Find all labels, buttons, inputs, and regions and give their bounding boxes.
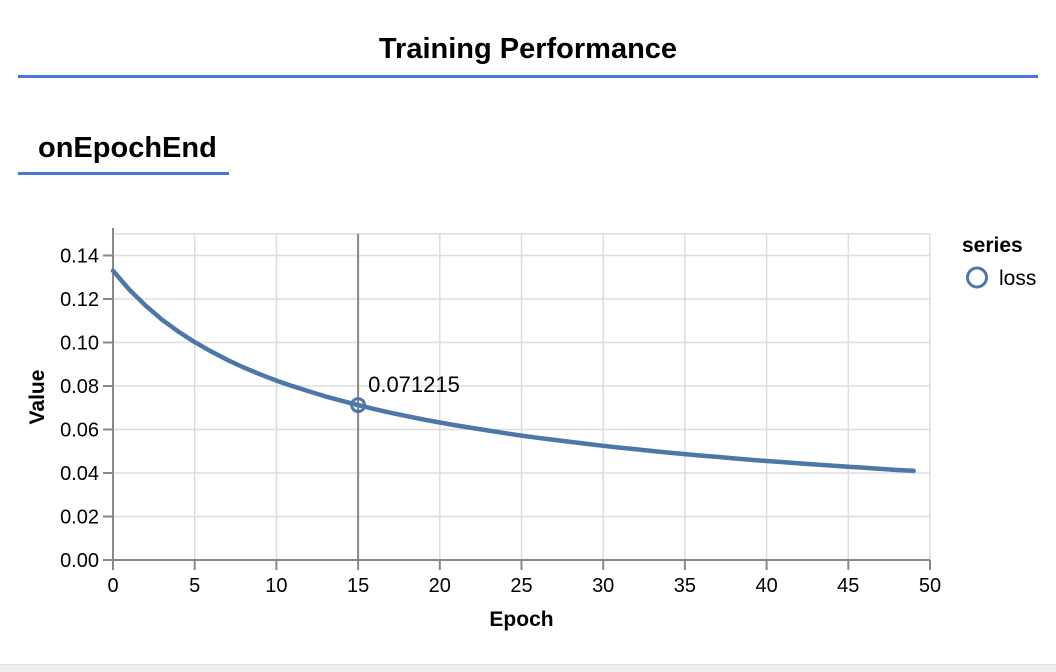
y-tick-label: 0.10 (60, 333, 99, 355)
section-heading: onEpochEnd (18, 134, 229, 175)
x-tick-label: 25 (510, 575, 532, 597)
legend: series loss (962, 234, 1036, 290)
tick-marks (103, 254, 931, 570)
hover-value-label: 0.071215 (368, 372, 460, 397)
x-tick-label: 5 (189, 575, 200, 597)
title-divider (18, 75, 1038, 78)
section-heading-label: onEpochEnd (38, 132, 217, 164)
tick-labels: 0.00 0.02 0.04 0.06 0.08 0.10 0.12 0.14 0 5 10 15 20… (60, 246, 941, 598)
x-tick-label: 50 (919, 575, 941, 597)
x-tick-label: 30 (592, 575, 614, 597)
page-title: Training Performance (378, 33, 678, 65)
x-tick-label: 45 (837, 575, 859, 597)
x-axis-title: Epoch (489, 608, 553, 631)
legend-loss-marker-icon (966, 266, 988, 289)
y-tick-label: 0.08 (60, 376, 99, 398)
plot-area[interactable] (113, 234, 930, 560)
hover-point-marker (350, 397, 367, 414)
loss-line (110, 268, 916, 474)
x-tick-label: 35 (674, 575, 696, 597)
y-tick-label: 0.12 (60, 289, 99, 311)
x-tick-label: 20 (429, 575, 451, 597)
y-tick-label: 0.00 (60, 550, 99, 572)
x-tick-label: 40 (755, 575, 777, 597)
legend-title: series (962, 234, 1023, 257)
y-axis-title: Value (26, 370, 49, 425)
y-tick-label: 0.14 (60, 246, 99, 268)
x-tick-label: 10 (265, 575, 287, 597)
x-tick-label: 15 (347, 575, 369, 597)
x-tick-label: 0 (107, 575, 118, 597)
y-tick-label: 0.04 (60, 463, 99, 485)
y-tick-label: 0.06 (60, 420, 99, 442)
y-tick-label: 0.02 (60, 507, 99, 529)
bottom-strip (0, 664, 1056, 672)
legend-entry-loss: loss (999, 267, 1036, 290)
